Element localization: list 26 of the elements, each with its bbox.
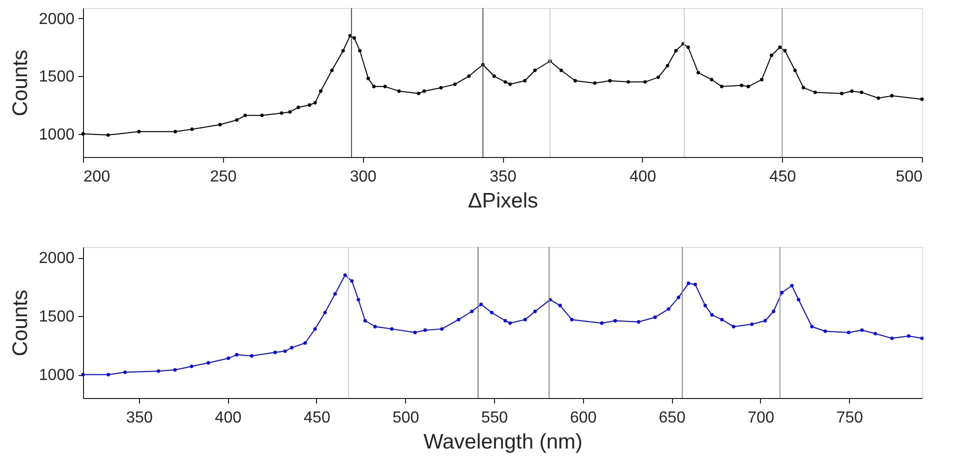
x-axis-title: ΔPixels xyxy=(468,190,538,212)
y-tick-label: 2000 xyxy=(38,10,75,28)
x-tick-label: 400 xyxy=(214,410,242,426)
y-tick-label: 1500 xyxy=(38,68,75,86)
x-tick-label: 500 xyxy=(392,410,420,426)
x-tick-label: 700 xyxy=(748,410,774,426)
x-tick-label: 750 xyxy=(836,410,864,426)
y-tick-label: 1000 xyxy=(38,126,75,144)
x-tick-label: 550 xyxy=(481,410,508,426)
y-tick-label: 1500 xyxy=(38,308,75,326)
x-tick-label: 450 xyxy=(304,410,330,426)
x-tick-label: 350 xyxy=(126,410,153,426)
x-tick-label: 600 xyxy=(570,410,597,426)
x-tick-label: 650 xyxy=(658,410,686,426)
y-tick-label: 1000 xyxy=(38,367,75,384)
x-tick-label: 250 xyxy=(210,168,237,186)
x-axis-title: Wavelength (nm) xyxy=(423,430,583,454)
y-axis-title: Counts xyxy=(8,50,32,116)
y-tick-label: 2000 xyxy=(38,250,75,268)
y-axis-title: Counts xyxy=(8,290,32,356)
x-tick-label: 400 xyxy=(629,168,656,186)
x-tick-label: 500 xyxy=(896,168,923,186)
x-tick-label: 350 xyxy=(490,168,516,186)
x-tick-label: 300 xyxy=(350,168,377,186)
x-tick-label: 450 xyxy=(769,168,796,186)
x-tick-label: 200 xyxy=(84,168,110,186)
